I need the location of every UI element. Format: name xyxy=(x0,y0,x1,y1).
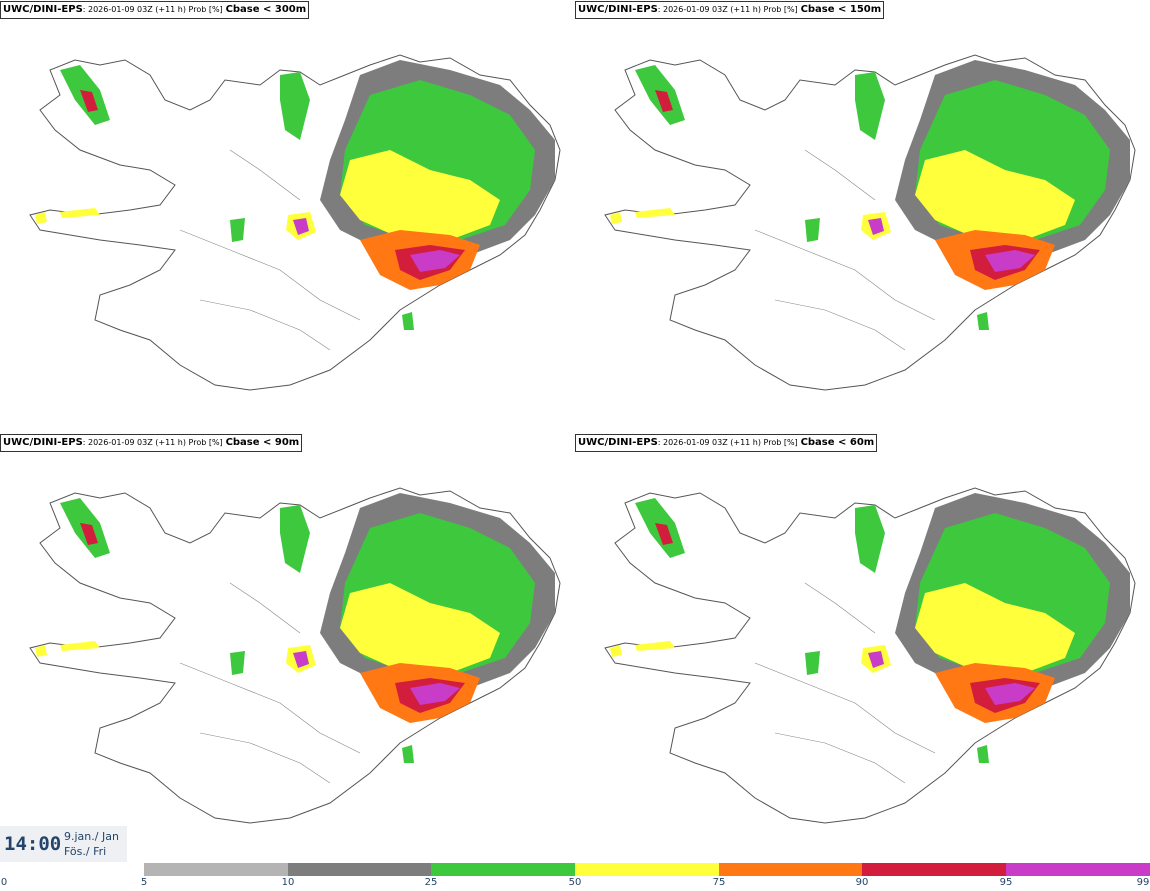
colorbar-segment xyxy=(144,863,288,876)
iceland-probability-map xyxy=(29,487,561,824)
colorbar-tick-label: 0 xyxy=(0,877,8,888)
iceland-probability-map xyxy=(604,54,1136,391)
iceland-probability-map xyxy=(604,487,1136,824)
iceland-probability-map xyxy=(29,54,561,391)
colorbar-segment xyxy=(719,863,862,876)
colorbar-tick-label: 25 xyxy=(424,877,438,888)
colorbar-tick-label: 90 xyxy=(855,877,869,888)
colorbar-tick-label: 50 xyxy=(568,877,582,888)
map-panel-cbase-150m: UWC/DINI-EPS: 2026-01-09 03Z (+11 h) Pro… xyxy=(575,0,1150,430)
panel-title: UWC/DINI-EPS: 2026-01-09 03Z (+11 h) Pro… xyxy=(0,434,303,452)
colorbar-tick-label: 99 xyxy=(1136,877,1150,888)
colorbar-segment xyxy=(1006,863,1150,876)
colorbar-segment xyxy=(862,863,1006,876)
map-panel-cbase-90m: UWC/DINI-EPS: 2026-01-09 03Z (+11 h) Pro… xyxy=(0,433,575,863)
map-panel-cbase-60m: UWC/DINI-EPS: 2026-01-09 03Z (+11 h) Pro… xyxy=(575,433,1150,863)
colorbar-segment xyxy=(431,863,575,876)
map-panel-cbase-300m: UWC/DINI-EPS: 2026-01-09 03Z (+11 h) Pro… xyxy=(0,0,575,430)
valid-date-line1: 9.jan./ Jan xyxy=(64,830,119,843)
valid-time-box: 14:00 9.jan./ Jan Fös./ Fri xyxy=(0,826,127,862)
probability-colorbar xyxy=(144,863,1150,876)
panel-title: UWC/DINI-EPS: 2026-01-09 03Z (+11 h) Pro… xyxy=(575,1,885,19)
colorbar-tick-label: 10 xyxy=(281,877,295,888)
colorbar-segment xyxy=(575,863,719,876)
panel-title: UWC/DINI-EPS: 2026-01-09 03Z (+11 h) Pro… xyxy=(575,434,878,452)
panel-title: UWC/DINI-EPS: 2026-01-09 03Z (+11 h) Pro… xyxy=(0,1,310,19)
valid-time: 14:00 xyxy=(4,833,62,855)
colorbar-tick-label: 5 xyxy=(140,877,148,888)
valid-date-line2: Fös./ Fri xyxy=(64,845,107,858)
colorbar-tick-label: 95 xyxy=(999,877,1013,888)
colorbar-tick-label: 75 xyxy=(712,877,726,888)
colorbar-segment xyxy=(288,863,431,876)
